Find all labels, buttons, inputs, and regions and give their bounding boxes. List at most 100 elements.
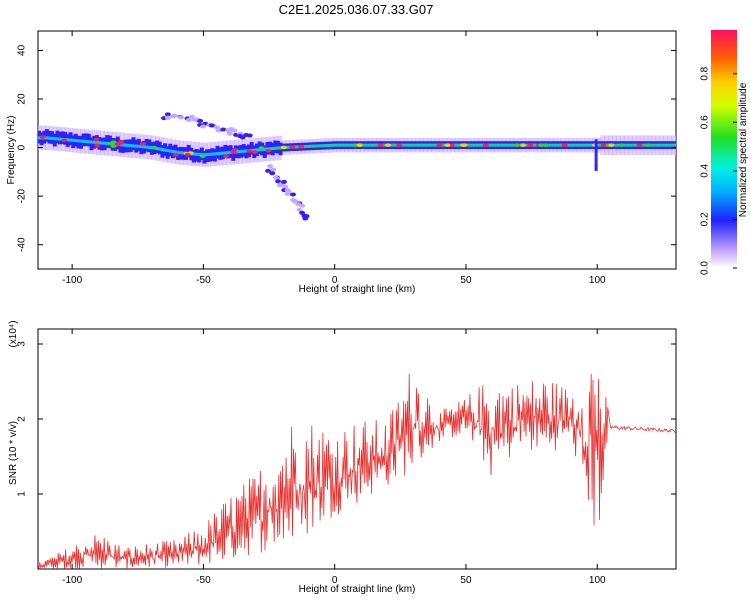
heat-cell-mid (44, 129, 49, 142)
heat-cell-peak (336, 144, 340, 146)
heat-hotspot (110, 144, 117, 148)
heat-cell-peak (362, 144, 367, 146)
heat-cell-peak (346, 144, 351, 146)
heat-cell-peak (294, 146, 298, 148)
heat-branch-blob (265, 168, 272, 173)
heat-cell-mid (197, 149, 202, 163)
heat-hotspot (246, 149, 253, 153)
heat-cell-peak (373, 144, 377, 146)
heat-cell-core (178, 151, 183, 155)
colorbar-tick-label: 0.0 (700, 261, 711, 275)
heat-cell-core (139, 145, 143, 149)
heat-hotspot (436, 143, 443, 147)
snr-xtick-label: -100 (62, 575, 82, 586)
heat-cell-mid (86, 133, 91, 147)
heat-spike (594, 168, 598, 171)
heat-cell-core (123, 143, 128, 147)
heat-cell-peak (401, 144, 406, 146)
snr-xtick-label: 50 (460, 575, 472, 586)
heat-cell-peak (270, 147, 275, 150)
heat-hotspot (444, 143, 451, 147)
snr-ticks: -100 -50 0 50 100 1 2 3 (17, 329, 676, 586)
heat-branch-blob (208, 123, 215, 128)
heat-cell-core (197, 152, 201, 156)
heat-cell-peak (659, 144, 663, 146)
heat-branch-blob (177, 115, 184, 120)
heat-cell-peak (661, 144, 666, 146)
spectrogram-xtick-label: 0 (332, 275, 338, 286)
heat-cell-peak (614, 144, 619, 146)
heat-cell-peak (315, 145, 319, 147)
heat-cell-core (181, 151, 185, 155)
heat-cell-peak (512, 144, 516, 146)
heat-cell-peak (404, 144, 409, 146)
heat-cell-core (58, 137, 62, 141)
heat-cell-mid (262, 145, 267, 158)
heat-cell-peak (467, 144, 472, 146)
heat-cell-core (191, 152, 196, 156)
heat-cell-core (163, 148, 167, 152)
heat-hotspot (93, 137, 100, 142)
heat-hotspot (461, 143, 468, 147)
heat-cell-peak (286, 146, 290, 149)
heat-cell-peak (569, 144, 574, 146)
spectrogram-ticks: -100 -50 0 50 100 -40 -20 0 20 40 (17, 31, 676, 286)
heat-cell-peak (394, 144, 398, 146)
heat-branch-blob (302, 216, 309, 221)
heat-cell-peak (273, 147, 277, 150)
heat-cell-peak (525, 144, 529, 146)
heat-hotspot (289, 145, 296, 149)
heat-cell-core (44, 136, 49, 140)
heat-cell-peak (664, 144, 668, 146)
spectrogram-panel: -100 -50 0 50 100 -40 -20 0 20 40 Height of strai… (6, 30, 677, 295)
heat-branch-blob (270, 167, 277, 172)
heat-cell-peak (457, 144, 461, 146)
snr-ytick-label: 2 (17, 416, 28, 422)
heat-cell-core (81, 139, 86, 143)
heat-cell-core (128, 144, 133, 148)
heat-spike (594, 166, 598, 169)
heat-spike (594, 158, 598, 162)
heat-cell-peak (441, 144, 445, 146)
heat-cell-peak (488, 144, 493, 146)
heat-cell-mid (249, 141, 254, 155)
heat-cell-core (97, 141, 101, 145)
heat-cell-peak (669, 144, 674, 146)
heat-hotspot (448, 143, 455, 147)
heat-cell-peak (598, 144, 603, 146)
heat-hotspot (608, 143, 615, 147)
heat-spike (594, 161, 598, 164)
heat-cell-peak (651, 144, 655, 146)
heat-cell-peak (501, 144, 506, 146)
heat-cell-core (147, 145, 151, 149)
heat-cell-peak (317, 145, 322, 147)
spectrogram-ytick-label: 0 (17, 144, 28, 150)
heat-branch-blob (289, 192, 296, 197)
heat-branch-blob (280, 179, 287, 184)
colorbar-tick-label: 0.2 (700, 212, 711, 226)
heat-cell-core (160, 148, 164, 152)
heat-cell-core (254, 148, 259, 152)
heat-cell-core (100, 141, 104, 145)
spectrogram-xtick-label: 100 (589, 275, 606, 286)
heat-cell-peak (417, 144, 422, 146)
heat-spike (594, 153, 598, 157)
heat-cell-peak (533, 144, 537, 146)
heat-hotspot (139, 142, 146, 146)
heat-cell-core (239, 149, 243, 153)
heat-cell-core (55, 137, 59, 141)
snr-ytick-label: 1 (17, 491, 28, 497)
heat-cell-core (252, 148, 256, 152)
heat-cell-core (220, 151, 225, 155)
heat-cell-mid (52, 133, 57, 147)
heat-cell-peak (580, 144, 584, 146)
heat-cell-core (68, 138, 73, 142)
colorbar-tick-label: 0.8 (700, 66, 711, 80)
snr-series-line (38, 373, 676, 569)
heat-branch-blob (231, 128, 238, 133)
heat-cell-core (79, 139, 83, 143)
heat-cell-peak (323, 144, 327, 147)
heat-cell-peak (640, 144, 645, 146)
heat-cell-mid (105, 135, 110, 148)
